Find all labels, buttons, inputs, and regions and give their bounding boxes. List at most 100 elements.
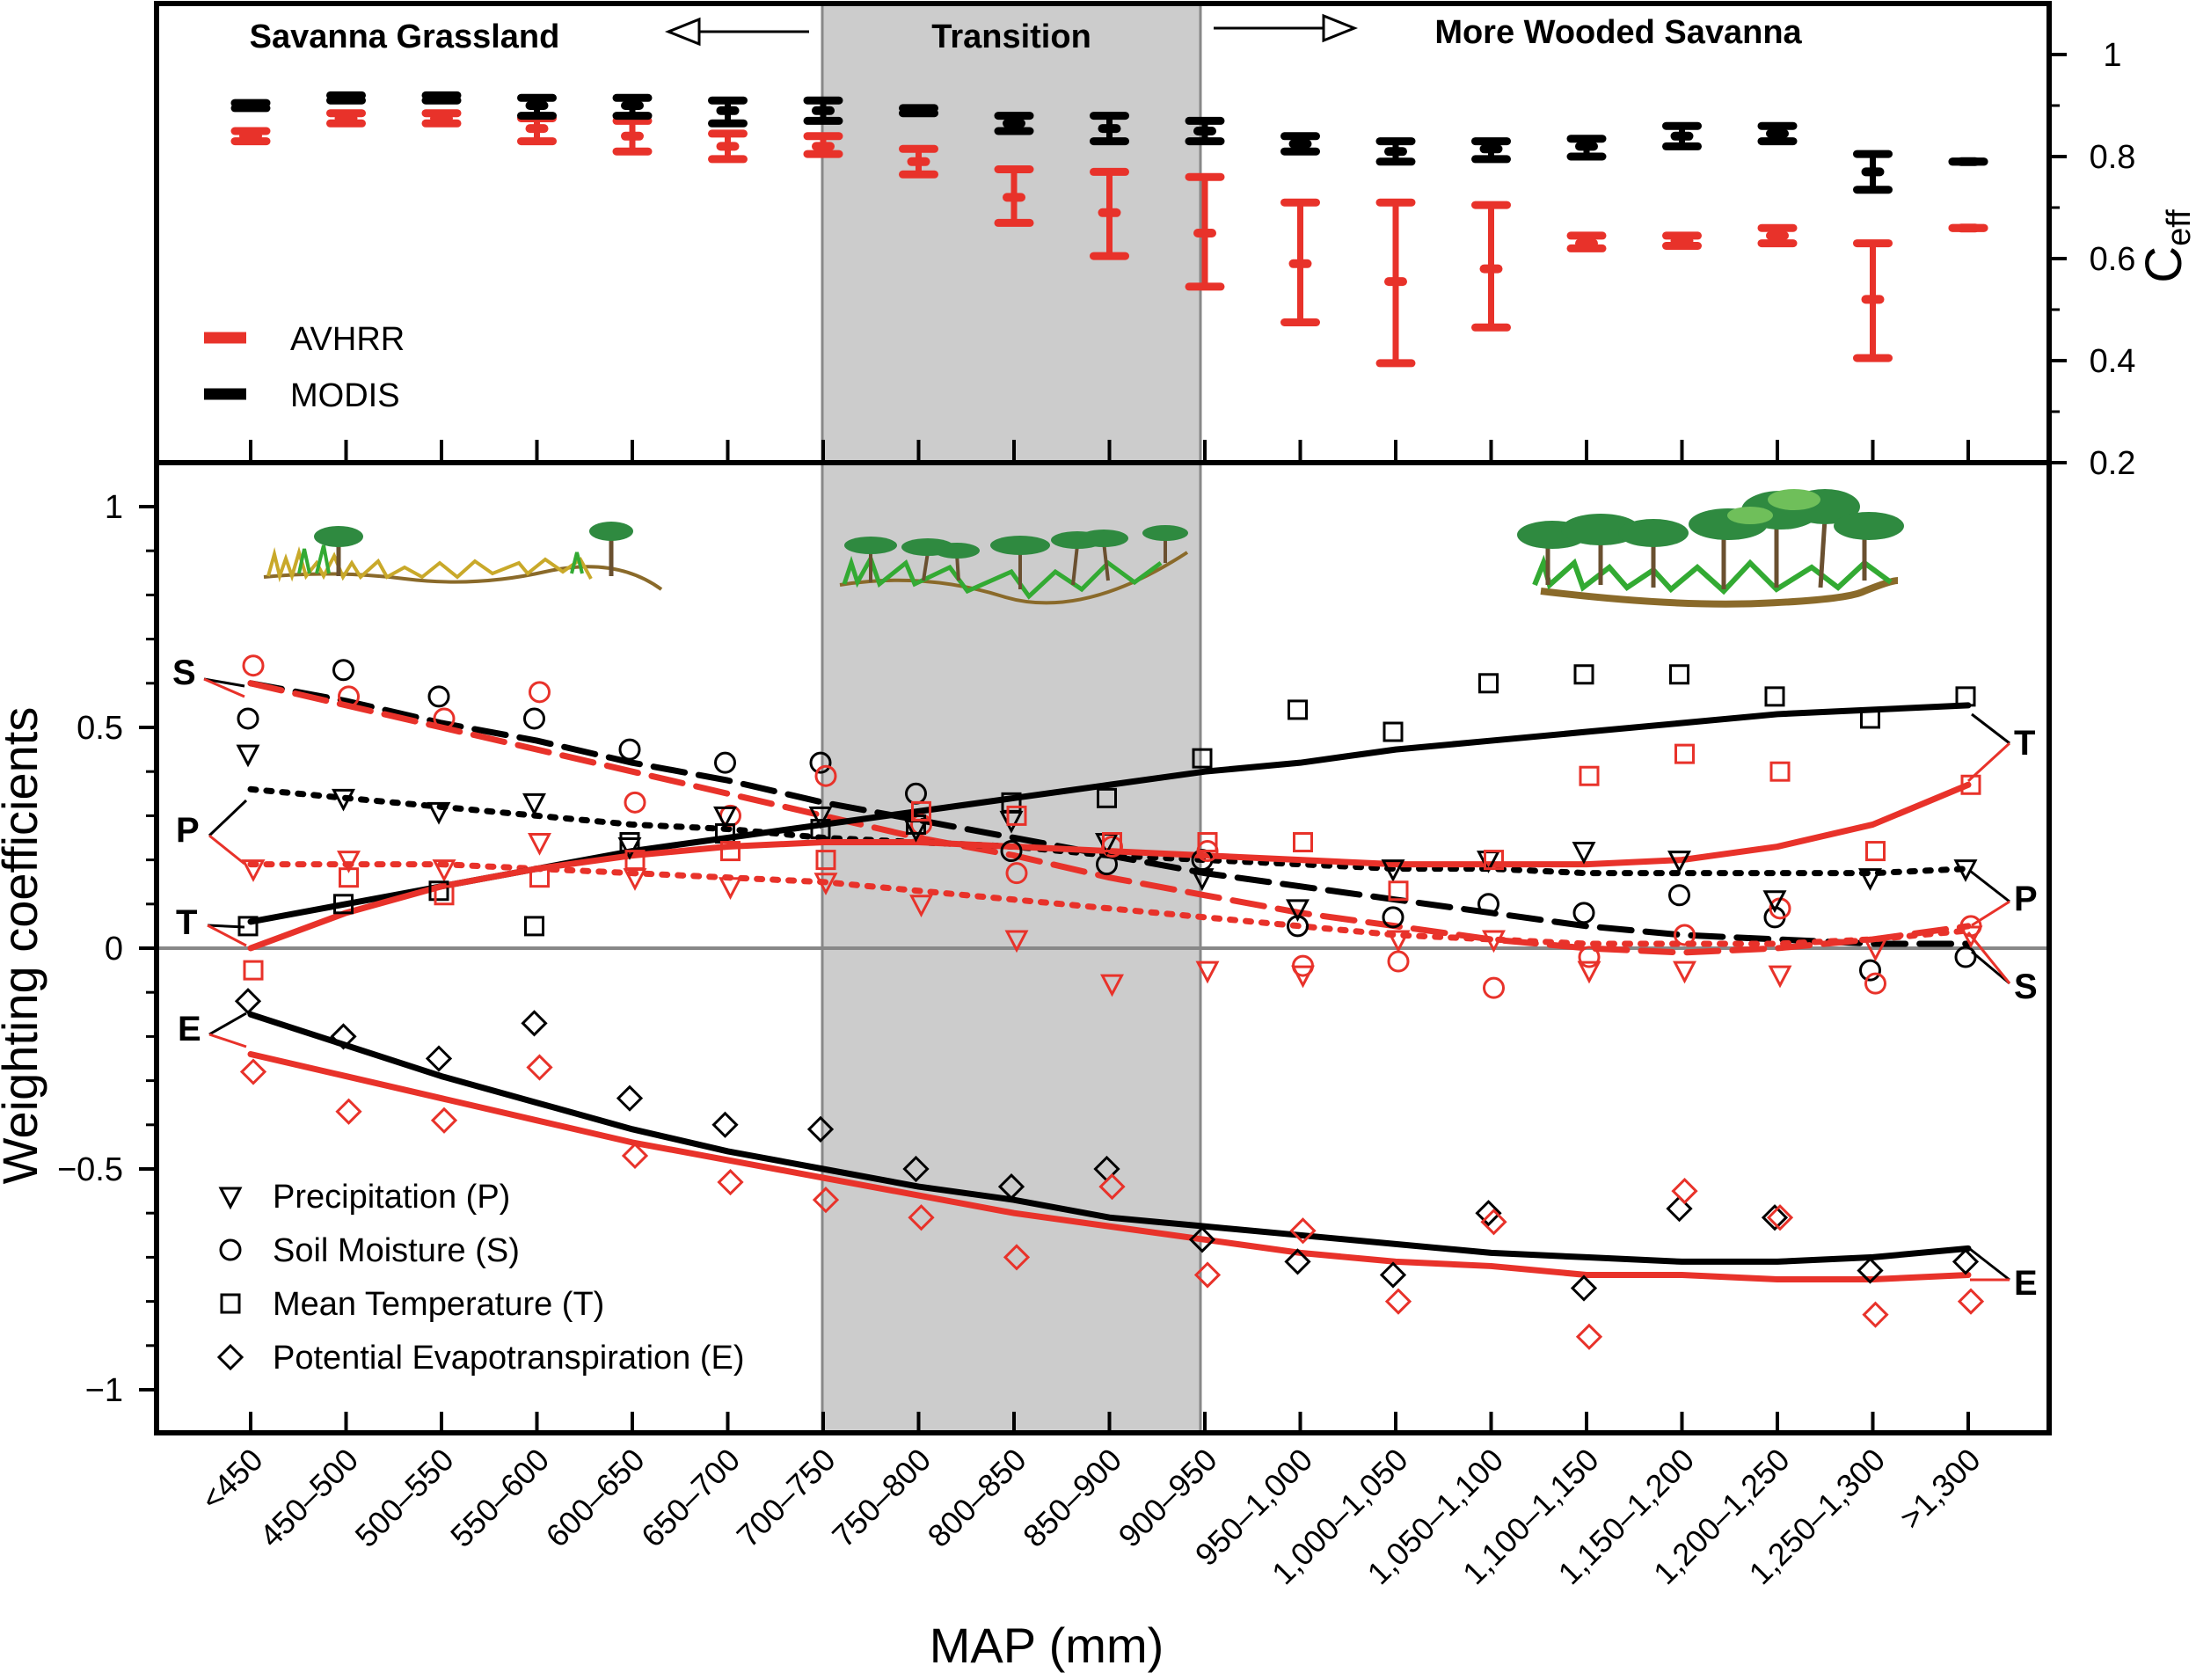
bottom-left-axis: 1 0.5 0 −0.5 −1 (57, 440, 1970, 1433)
point-t-modis (1097, 787, 1117, 808)
x-tick-label: 750–800 (825, 1442, 937, 1554)
point-p-modis (1667, 851, 1691, 873)
x-tick-label: 500–550 (348, 1442, 461, 1554)
legend-temp-label: Mean Temperature (T) (273, 1286, 604, 1323)
point-e-avhrr (1575, 1323, 1603, 1350)
point-e-modis (1475, 1200, 1502, 1227)
point-s-modis (237, 707, 259, 730)
point-e-modis (997, 1172, 1025, 1201)
bottom-ytick-label: 0.5 (77, 710, 123, 747)
point-p-avhrr (241, 859, 266, 882)
top-ytick-label: 0.6 (2090, 241, 2136, 278)
bottom-ylabel: Weighting coefficients (0, 707, 47, 1185)
point-s-modis (714, 751, 736, 774)
point-t-avhrr (1769, 761, 1791, 782)
point-p-avhrr (813, 873, 838, 895)
curve-label-p-left: P (176, 811, 200, 850)
x-tick-label: 600–650 (539, 1442, 652, 1554)
point-t-avhrr (911, 800, 931, 822)
x-tick-label: 800–850 (921, 1442, 1033, 1554)
point-e-avhrr (1480, 1209, 1507, 1236)
arrow-left-icon (664, 17, 809, 47)
point-t-modis (428, 880, 449, 902)
x-tick-label: 700–750 (730, 1442, 843, 1554)
x-tick-label: 650–700 (634, 1442, 747, 1554)
x-tick-label: 850–900 (1016, 1442, 1128, 1554)
point-t-modis (1478, 673, 1499, 694)
point-p-modis (808, 806, 833, 829)
point-s-avhrr (814, 764, 837, 787)
legend-precip-label: Precipitation (P) (273, 1179, 510, 1216)
point-p-modis (332, 788, 355, 812)
point-s-avhrr (529, 681, 551, 704)
point-t-avhrr (1960, 774, 1981, 795)
point-p-avhrr (719, 877, 742, 900)
legend-pet-label: Potential Evapotranspiration (E) (273, 1340, 745, 1377)
point-p-avhrr (1291, 965, 1315, 989)
region-label-grassland: Savanna Grassland (250, 18, 560, 55)
bottom-ytick-label: 1 (105, 489, 123, 526)
point-e-modis (1284, 1248, 1311, 1275)
point-t-avhrr (1579, 765, 1600, 786)
top-ytick-label: 0.2 (2090, 445, 2136, 482)
point-p-avhrr (1864, 939, 1887, 962)
point-s-avhrr (1864, 972, 1886, 995)
point-t-modis (524, 916, 544, 937)
point-e-modis (521, 1010, 548, 1037)
curve-label-p-right: P (2014, 880, 2038, 918)
point-e-avhrr (430, 1107, 458, 1134)
transition-shading (822, 4, 1200, 1433)
curve-label-t-right: T (2014, 724, 2035, 763)
point-s-modis (1668, 884, 1690, 907)
point-e-avhrr (1098, 1172, 1126, 1201)
point-t-modis (1192, 748, 1213, 769)
point-p-avhrr (909, 895, 933, 918)
point-p-avhrr (1768, 965, 1792, 989)
point-e-modis (1379, 1261, 1407, 1289)
top-ytick-label: 1 (2103, 37, 2121, 74)
point-t-avhrr (815, 850, 836, 871)
point-t-modis (906, 814, 926, 835)
point-p-avhrr (1004, 930, 1029, 953)
variable-legend: Precipitation (P) Soil Moisture (S) Mean… (216, 1179, 745, 1377)
x-tick-label: 450–500 (252, 1442, 365, 1554)
point-p-modis (1381, 859, 1405, 882)
point-p-avhrr (528, 833, 551, 856)
curve-label-e-left: E (178, 1010, 201, 1048)
point-t-avhrr (1197, 832, 1218, 853)
point-t-avhrr (1388, 880, 1409, 902)
bottom-ytick-label: 0 (105, 931, 123, 968)
point-s-modis (618, 738, 641, 761)
point-p-modis (1858, 868, 1882, 891)
point-t-avhrr (720, 841, 741, 862)
point-t-avhrr (1865, 841, 1886, 862)
point-s-avhrr (1005, 862, 1028, 885)
point-p-modis (1953, 859, 1978, 882)
point-p-avhrr (1577, 961, 1601, 984)
point-e-modis (806, 1115, 835, 1143)
point-e-avhrr (1003, 1244, 1031, 1271)
label-pointer-arrows (203, 677, 2011, 1282)
point-s-modis (1954, 946, 1977, 968)
point-e-modis (1188, 1226, 1216, 1253)
point-e-modis (902, 1155, 930, 1183)
point-t-avhrr (624, 850, 646, 871)
point-p-avhrr (1482, 930, 1506, 953)
point-e-modis (1570, 1275, 1598, 1302)
bottom-ytick-label: −0.5 (57, 1151, 123, 1188)
point-s-modis (809, 751, 832, 774)
point-e-avhrr (1289, 1217, 1317, 1245)
point-e-modis (711, 1111, 739, 1138)
point-e-modis (1666, 1195, 1693, 1223)
point-s-modis (1477, 893, 1499, 916)
point-s-modis (1572, 902, 1595, 924)
x-tick-label: 550–600 (443, 1442, 556, 1554)
point-s-avhrr (1483, 976, 1505, 999)
point-e-avhrr (1862, 1301, 1889, 1328)
point-e-modis (234, 988, 262, 1015)
point-e-modis (616, 1085, 644, 1112)
point-e-avhrr (526, 1054, 553, 1081)
point-t-avhrr (434, 885, 455, 906)
legend-circle-marker (219, 1238, 242, 1261)
point-e-avhrr (717, 1168, 744, 1196)
